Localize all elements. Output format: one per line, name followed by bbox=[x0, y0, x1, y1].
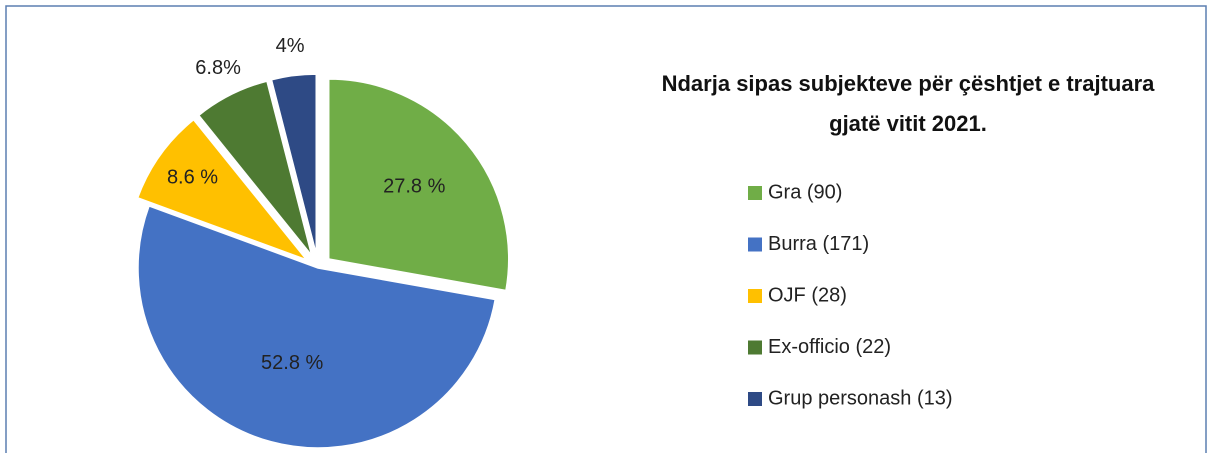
data-label: 52.8 % bbox=[261, 352, 323, 374]
legend-label: Gra (90) bbox=[768, 181, 842, 203]
legend-swatch bbox=[748, 237, 762, 252]
legend-label: Grup personash (13) bbox=[768, 387, 953, 409]
pie-slice bbox=[270, 73, 317, 255]
chart-title: Ndarja sipas subjekteve për çështjet e t… bbox=[661, 71, 1155, 136]
legend-swatch bbox=[748, 392, 762, 406]
pie-slice bbox=[137, 205, 497, 449]
legend-label: Ex-officio (22) bbox=[768, 336, 891, 358]
pie-slice bbox=[197, 80, 313, 256]
legend-label: OJF (28) bbox=[768, 284, 847, 306]
pie-slice bbox=[136, 118, 309, 262]
legend-swatch bbox=[748, 340, 762, 355]
frame bbox=[5, 5, 1207, 453]
data-label: 8.6 % bbox=[167, 166, 218, 188]
legend-label: Burra (171) bbox=[768, 233, 869, 255]
data-label: 4% bbox=[276, 35, 305, 57]
data-label: 27.8 % bbox=[383, 176, 445, 198]
legend-swatch bbox=[748, 186, 762, 200]
data-label: 6.8% bbox=[195, 57, 241, 79]
pie-slice bbox=[327, 78, 510, 292]
legend-swatch bbox=[748, 289, 762, 303]
